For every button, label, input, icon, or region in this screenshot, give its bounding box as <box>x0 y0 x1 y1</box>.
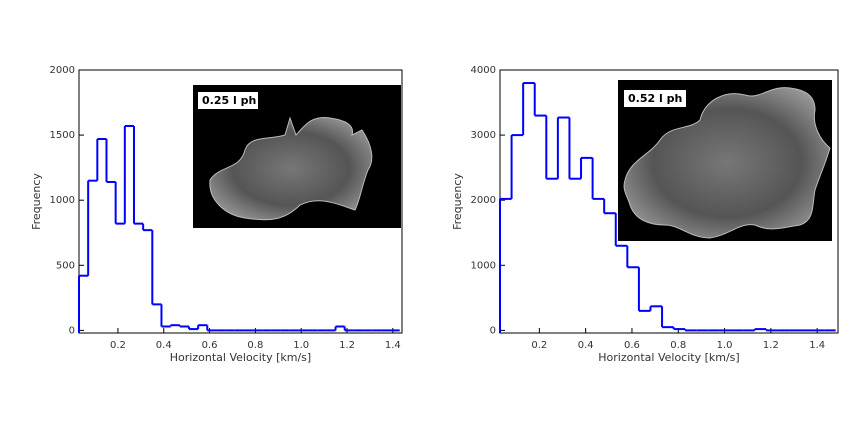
x-axis-label: Horizontal Velocity [km/s] <box>170 351 311 364</box>
y-tick-label: 1000 <box>50 195 75 206</box>
y-tick-label: 4000 <box>471 65 496 76</box>
inset-1: 0.25 l ph <box>193 85 401 228</box>
x-tick-label: 0.8 <box>247 340 263 351</box>
inset-label: 0.25 l ph <box>202 94 256 107</box>
x-tick-label: 0.6 <box>202 340 218 351</box>
x-tick-label: 0.2 <box>110 340 126 351</box>
x-tick-label: 1.4 <box>385 340 401 351</box>
x-tick-label: 0.2 <box>531 340 547 351</box>
x-tick-label: 1.0 <box>717 340 733 351</box>
y-tick-label: 0 <box>69 325 75 336</box>
inset-blob <box>209 116 373 221</box>
x-tick-label: 1.2 <box>763 340 779 351</box>
x-tick-label: 0.4 <box>156 340 172 351</box>
inset-label-box <box>198 92 258 109</box>
inset-label-box <box>624 90 686 107</box>
x-tick-label: 0.8 <box>670 340 686 351</box>
x-tick-label: 1.2 <box>339 340 355 351</box>
y-axis-label: Frequency <box>30 173 43 230</box>
plot-frame <box>78 69 403 334</box>
y-tick-label: 2000 <box>50 65 75 76</box>
inset-2: 0.52 l ph <box>618 80 832 241</box>
x-tick-label: 0.4 <box>578 340 594 351</box>
x-tick-label: 1.4 <box>809 340 825 351</box>
inset-blob <box>623 87 831 239</box>
y-tick-label: 0 <box>490 325 496 336</box>
x-tick-label: 1.0 <box>293 340 309 351</box>
y-tick-label: 500 <box>56 260 75 271</box>
y-axis-label: Frequency <box>451 173 464 230</box>
y-tick-label: 1500 <box>50 130 75 141</box>
y-tick-label: 1000 <box>471 260 496 271</box>
x-tick-label: 0.6 <box>624 340 640 351</box>
y-tick-label: 3000 <box>471 130 496 141</box>
x-axis-label: Horizontal Velocity [km/s] <box>598 351 739 364</box>
inset-label: 0.52 l ph <box>628 92 682 105</box>
y-tick-label: 2000 <box>471 195 496 206</box>
